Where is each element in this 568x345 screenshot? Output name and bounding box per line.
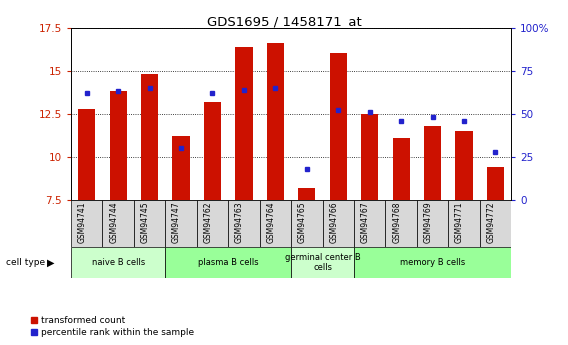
Bar xyxy=(298,188,315,200)
Bar xyxy=(134,200,165,247)
Text: GSM94763: GSM94763 xyxy=(235,201,244,243)
Bar xyxy=(392,138,410,200)
Text: GSM94767: GSM94767 xyxy=(361,201,370,243)
Bar xyxy=(110,91,127,200)
Bar xyxy=(141,74,158,200)
Bar xyxy=(71,247,165,278)
Text: GSM94764: GSM94764 xyxy=(266,201,275,243)
Bar xyxy=(228,200,260,247)
Bar xyxy=(102,200,134,247)
Text: cell type: cell type xyxy=(6,258,45,267)
Text: GDS1695 / 1458171_at: GDS1695 / 1458171_at xyxy=(207,16,361,29)
Text: GSM94747: GSM94747 xyxy=(172,201,181,243)
Bar xyxy=(291,200,323,247)
Bar xyxy=(487,167,504,200)
Legend: transformed count, percentile rank within the sample: transformed count, percentile rank withi… xyxy=(27,313,198,341)
Bar xyxy=(165,200,197,247)
Bar xyxy=(354,247,511,278)
Text: GSM94768: GSM94768 xyxy=(392,201,401,243)
Text: GSM94745: GSM94745 xyxy=(141,201,149,243)
Bar xyxy=(165,247,291,278)
Text: GSM94744: GSM94744 xyxy=(109,201,118,243)
Text: GSM94766: GSM94766 xyxy=(329,201,339,243)
Text: naive B cells: naive B cells xyxy=(91,258,145,267)
Text: GSM94771: GSM94771 xyxy=(455,201,464,243)
Text: germinal center B
cells: germinal center B cells xyxy=(285,253,361,272)
Bar xyxy=(424,126,441,200)
Bar xyxy=(71,200,102,247)
Bar xyxy=(173,136,190,200)
Text: GSM94769: GSM94769 xyxy=(424,201,433,243)
Bar xyxy=(197,200,228,247)
Bar xyxy=(204,102,221,200)
Bar xyxy=(354,200,386,247)
Text: GSM94772: GSM94772 xyxy=(486,201,495,243)
Bar xyxy=(480,200,511,247)
Text: memory B cells: memory B cells xyxy=(400,258,465,267)
Text: plasma B cells: plasma B cells xyxy=(198,258,258,267)
Text: ▶: ▶ xyxy=(47,258,54,268)
Bar xyxy=(291,247,354,278)
Bar xyxy=(267,43,284,200)
Bar xyxy=(448,200,480,247)
Bar xyxy=(386,200,417,247)
Bar xyxy=(78,109,95,200)
Text: GSM94765: GSM94765 xyxy=(298,201,307,243)
Bar xyxy=(329,53,347,200)
Bar xyxy=(260,200,291,247)
Bar xyxy=(235,47,253,200)
Bar xyxy=(323,200,354,247)
Bar xyxy=(417,200,448,247)
Text: GSM94762: GSM94762 xyxy=(203,201,212,243)
Bar xyxy=(361,114,378,200)
Text: GSM94741: GSM94741 xyxy=(78,201,87,243)
Bar xyxy=(456,131,473,200)
